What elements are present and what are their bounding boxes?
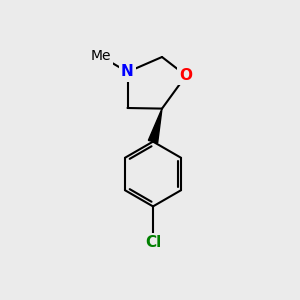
- Text: Cl: Cl: [145, 235, 161, 250]
- Text: N: N: [121, 64, 134, 80]
- Text: Me: Me: [90, 49, 111, 63]
- Polygon shape: [148, 109, 162, 143]
- Text: O: O: [179, 68, 193, 83]
